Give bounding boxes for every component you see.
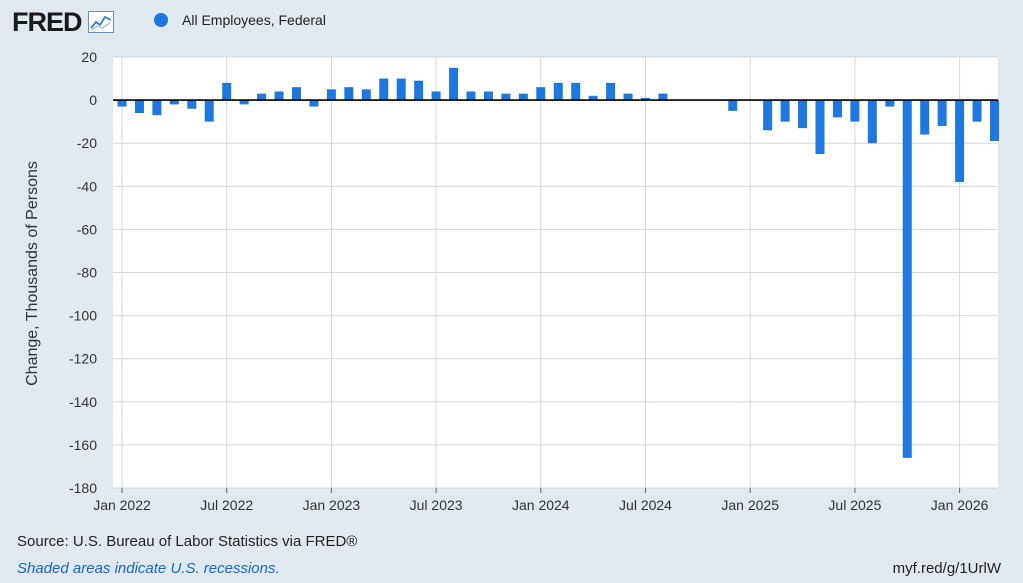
bar-2024-05[interactable] (606, 82, 616, 101)
bar-2025-10[interactable] (902, 100, 912, 458)
x-tick-label: Jan 2024 (512, 497, 570, 513)
y-tick-label: -100 (69, 308, 97, 324)
bar-2023-06[interactable] (414, 80, 424, 101)
x-tick-label: Jul 2025 (828, 497, 881, 513)
bar-2025-03[interactable] (780, 100, 790, 122)
legend-series-marker (154, 13, 168, 27)
y-tick-label: 0 (89, 92, 97, 108)
line-chart-icon (87, 11, 114, 33)
chart-legend[interactable]: All Employees, Federal (154, 12, 326, 28)
bar-2022-03[interactable] (152, 100, 162, 116)
bar-2022-11[interactable] (292, 87, 301, 101)
bar-2023-07[interactable] (431, 91, 441, 101)
fred-logo[interactable]: FRED (12, 6, 114, 38)
y-tick-label: -140 (69, 394, 97, 410)
bar-2024-08[interactable] (658, 93, 668, 101)
short-url-link[interactable]: myf.red/g/1UrlW (892, 560, 1001, 577)
bar-2025-05[interactable] (815, 100, 825, 154)
x-tick-label: Jan 2025 (721, 497, 779, 513)
bar-2023-11[interactable] (501, 93, 511, 101)
fred-logo-text: FRED (12, 6, 82, 37)
bar-2025-04[interactable] (798, 100, 808, 129)
bar-2024-04[interactable] (588, 95, 598, 101)
bar-2023-01[interactable] (326, 89, 336, 101)
bar-2024-07[interactable] (641, 97, 650, 101)
y-tick-label: 20 (81, 49, 97, 65)
bar-2022-02[interactable] (134, 100, 144, 114)
y-tick-label: -160 (69, 437, 97, 453)
y-axis-label: Change, Thousands of Persons (24, 161, 41, 386)
bar-2025-06[interactable] (832, 100, 842, 118)
bar-2026-02[interactable] (972, 100, 982, 122)
y-tick-label: -80 (77, 265, 97, 281)
x-tick-label: Jan 2026 (931, 497, 989, 513)
bar-2025-08[interactable] (867, 100, 877, 144)
bar-2022-10[interactable] (274, 91, 284, 101)
bar-2022-08[interactable] (239, 100, 249, 105)
bar-2022-01[interactable] (117, 100, 127, 107)
bar-2025-02[interactable] (763, 100, 773, 131)
x-tick-label: Jul 2024 (619, 497, 672, 513)
bar-2023-03[interactable] (361, 89, 371, 101)
y-tick-label: -60 (77, 221, 97, 237)
bar-2023-08[interactable] (449, 67, 459, 101)
legend-series-label: All Employees, Federal (182, 12, 326, 28)
x-tick-label: Jan 2023 (303, 497, 361, 513)
bar-2022-12[interactable] (309, 100, 319, 107)
gridlines (113, 56, 998, 489)
bar-2023-02[interactable] (344, 87, 354, 101)
recession-note[interactable]: Shaded areas indicate U.S. recessions. (17, 560, 280, 577)
x-tick-label: Jul 2022 (200, 497, 253, 513)
bar-2026-03[interactable] (990, 100, 999, 142)
bar-2026-01[interactable] (955, 100, 965, 182)
bar-2023-10[interactable] (483, 91, 493, 101)
bar-2024-02[interactable] (553, 82, 563, 101)
bar-2024-03[interactable] (571, 82, 581, 101)
y-axis-ticks: 20 0 -20 -40 -60 -80 -100 -120 -140 -160 -180 (69, 49, 97, 496)
bar-2023-09[interactable] (466, 91, 476, 101)
bar-2023-04[interactable] (379, 78, 389, 101)
bar-2022-09[interactable] (257, 93, 267, 101)
bar-2025-09[interactable] (885, 100, 895, 107)
source-text: Source: U.S. Bureau of Labor Statistics … (17, 533, 358, 550)
bar-series (117, 67, 999, 458)
y-tick-label: -180 (69, 480, 97, 496)
bar-2025-07[interactable] (850, 100, 860, 122)
x-tick-label: Jul 2023 (410, 497, 463, 513)
bar-2023-12[interactable] (518, 93, 528, 101)
bar-2024-12[interactable] (728, 100, 738, 111)
bar-2022-05[interactable] (187, 100, 197, 109)
y-tick-label: -20 (77, 135, 97, 151)
x-axis-ticks: Jan 2022 Jul 2022 Jan 2023 Jul 2023 Jan 2024… (93, 488, 989, 513)
bar-2025-11[interactable] (920, 100, 930, 135)
bar-2024-06[interactable] (623, 93, 633, 101)
bar-2025-12[interactable] (937, 100, 947, 126)
y-tick-label: -120 (69, 351, 97, 367)
x-tick-label: Jan 2022 (93, 497, 151, 513)
bar-2024-01[interactable] (536, 87, 546, 101)
bar-2022-07[interactable] (222, 82, 232, 101)
bar-2023-05[interactable] (396, 78, 406, 101)
bar-2022-04[interactable] (169, 100, 179, 105)
bar-2022-06[interactable] (204, 100, 214, 122)
y-tick-label: -40 (77, 178, 97, 194)
